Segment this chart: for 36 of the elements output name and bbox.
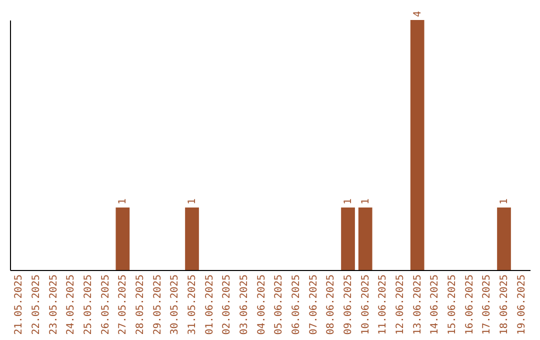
- x-tick-label: 28.05.2025: [135, 274, 146, 335]
- data-label: 1: [343, 198, 354, 204]
- x-tick-label: 27.05.2025: [118, 274, 129, 335]
- x-tick-label: 02.06.2025: [222, 274, 233, 335]
- x-tick-label: 10.06.2025: [360, 274, 372, 335]
- x-tick-label: 03.06.2025: [239, 274, 250, 335]
- x-tick-label: 12.06.2025: [395, 274, 406, 335]
- x-tick-label: 23.05.2025: [48, 274, 60, 335]
- x-tick-label: 30.05.2025: [170, 274, 181, 335]
- x-tick-label: 05.06.2025: [274, 274, 285, 335]
- x-tick-label: 15.06.2025: [447, 274, 458, 335]
- data-label: 1: [499, 198, 510, 204]
- x-tick-label: 17.06.2025: [482, 274, 493, 335]
- data-label: 1: [360, 198, 372, 204]
- x-tick-label: 11.06.2025: [378, 274, 389, 335]
- x-tick-label: 26.05.2025: [100, 274, 112, 335]
- x-tick-label: 18.06.2025: [499, 274, 510, 335]
- x-tick-label: 01.06.2025: [204, 274, 216, 335]
- x-tick-label: 31.05.2025: [187, 274, 198, 335]
- data-label: 1: [187, 198, 198, 204]
- x-tick-label: 22.05.2025: [31, 274, 42, 335]
- x-tick-label: 21.05.2025: [14, 274, 25, 335]
- x-tick-label: 14.06.2025: [430, 274, 441, 335]
- x-tick-label: 09.06.2025: [343, 274, 354, 335]
- data-label: 4: [412, 10, 424, 17]
- x-tick-label: 08.06.2025: [326, 274, 337, 335]
- x-tick-label: 16.06.2025: [464, 274, 476, 335]
- x-tick-label: 07.06.2025: [308, 274, 320, 335]
- x-tick-label: 06.06.2025: [291, 274, 302, 335]
- data-label: 1: [118, 198, 129, 204]
- x-tick-label: 13.06.2025: [412, 274, 424, 335]
- x-tick-label: 25.05.2025: [83, 274, 94, 335]
- x-tick-label: 19.06.2025: [516, 274, 528, 335]
- x-tick-label: 29.05.2025: [152, 274, 164, 335]
- x-tick-label: 24.05.2025: [66, 274, 77, 335]
- x-tick-label: 04.06.2025: [256, 274, 268, 335]
